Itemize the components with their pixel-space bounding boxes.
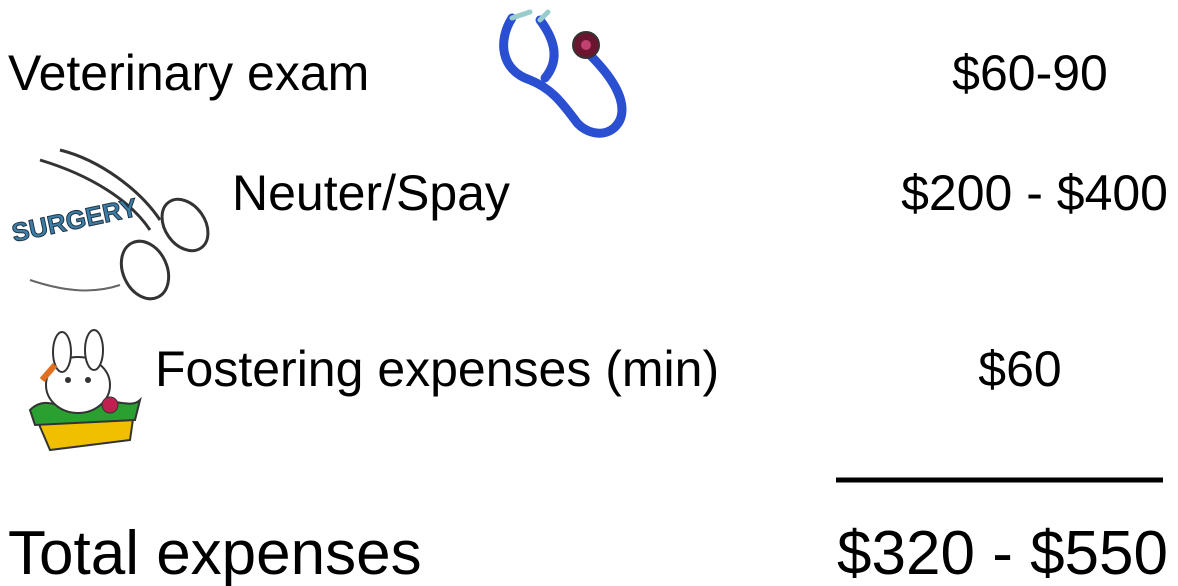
item-label: Neuter/Spay	[232, 165, 510, 221]
item-amount: $200 - $400	[901, 165, 1168, 221]
item-amount: $60-90	[952, 45, 1108, 101]
item-amount: $60	[978, 341, 1061, 397]
slide: SURGERY Veterinary exam $60-90 Neuter/Sp…	[0, 0, 1178, 586]
icon-text: SURGERY	[9, 192, 140, 248]
bunny-icon	[30, 330, 140, 450]
surgery-icon: SURGERY	[9, 150, 217, 306]
item-label: Veterinary exam	[8, 45, 369, 101]
stethoscope-icon	[504, 12, 622, 133]
total-label: Total expenses	[8, 519, 422, 586]
item-label: Fostering expenses (min)	[155, 341, 719, 397]
total-amount: $320 - $550	[837, 519, 1168, 586]
